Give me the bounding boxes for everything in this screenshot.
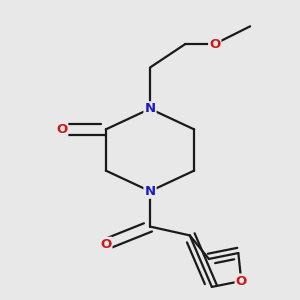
Text: O: O — [209, 38, 220, 50]
Text: N: N — [144, 102, 156, 115]
Text: O: O — [100, 238, 112, 251]
Text: O: O — [236, 274, 247, 287]
Text: N: N — [144, 185, 156, 198]
Text: O: O — [56, 123, 67, 136]
